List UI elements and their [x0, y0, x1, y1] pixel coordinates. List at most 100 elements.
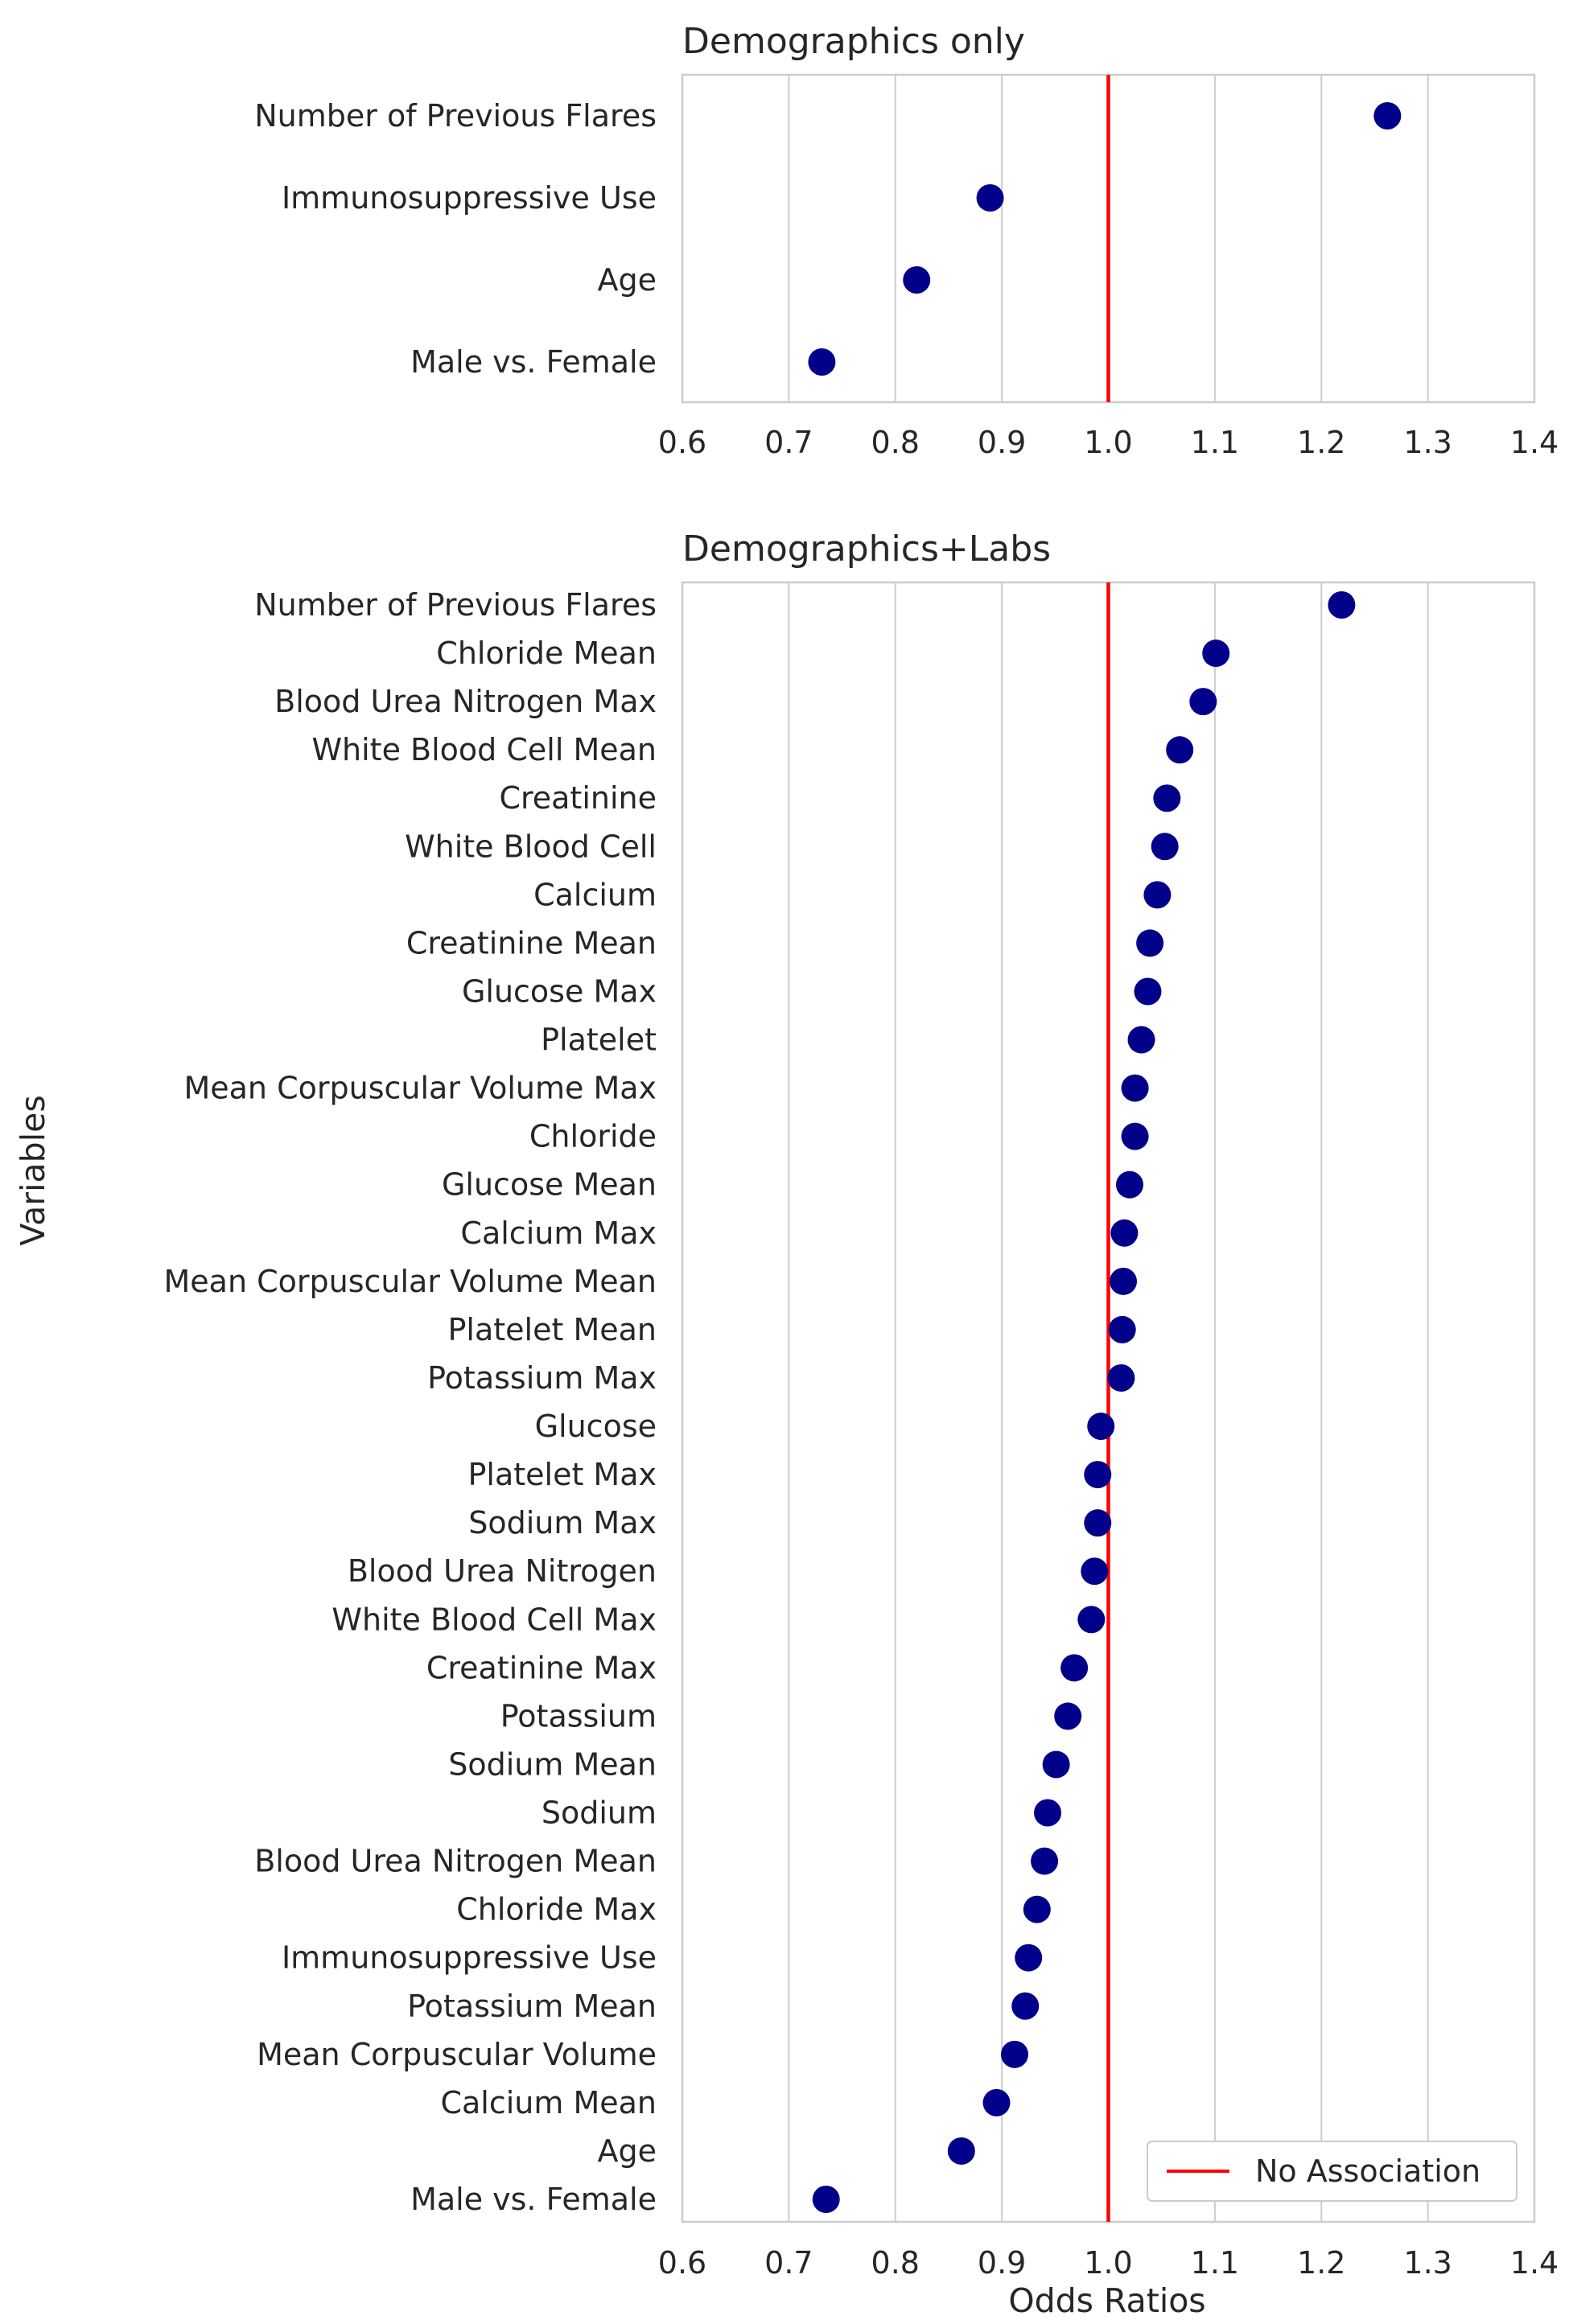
odds-ratio-point [1084, 1509, 1112, 1537]
category-label: Sodium [542, 1795, 657, 1831]
category-label: Potassium Max [427, 1360, 657, 1396]
odds-ratio-point [903, 266, 931, 294]
odds-ratio-point [1151, 833, 1179, 861]
odds-ratio-point [1060, 1654, 1089, 1682]
category-label: Mean Corpuscular Volume Max [183, 1071, 657, 1106]
odds-ratio-point [1107, 1364, 1135, 1392]
x-tick-label: 1.1 [1191, 425, 1239, 460]
category-label: Calcium [533, 877, 657, 912]
legend-label: No Association [1255, 2153, 1480, 2189]
category-label: Potassium Mean [407, 1989, 657, 2024]
odds-ratio-point [1202, 640, 1230, 668]
y-axis-label: Variables [14, 1095, 52, 1245]
legend: No Association [1147, 2141, 1518, 2202]
category-label: Blood Urea Nitrogen Max [274, 684, 657, 719]
panel-demographics-only: Number of Previous Flares Immunosuppressi… [254, 21, 1559, 460]
odds-ratio-point [1121, 1074, 1149, 1102]
odds-ratio-point [1189, 688, 1217, 716]
legend-box [1147, 2141, 1518, 2202]
category-label: Mean Corpuscular Volume Mean [164, 1264, 657, 1299]
category-labels: Number of Previous Flares Immunosuppressi… [254, 98, 657, 380]
category-label: Platelet Mean [448, 1312, 657, 1347]
category-label: Age [598, 262, 657, 298]
category-label: Male vs. Female [410, 344, 657, 380]
x-tick-label: 1.3 [1403, 425, 1452, 460]
category-label: Sodium Max [468, 1505, 657, 1540]
category-label: Calcium Max [460, 1215, 657, 1251]
x-tick-label: 1.4 [1510, 2245, 1559, 2281]
data-points [808, 102, 1402, 376]
odds-ratio-point [1001, 2040, 1029, 2068]
odds-ratio-point [1115, 1170, 1143, 1199]
category-label: Calcium Mean [440, 2085, 657, 2120]
category-label: Platelet Max [467, 1457, 657, 1492]
odds-ratio-point [1087, 1413, 1115, 1441]
category-label: Number of Previous Flares [254, 98, 657, 134]
x-tick-label: 0.6 [658, 425, 706, 460]
odds-ratio-point [1373, 102, 1402, 130]
odds-ratio-point [1023, 1895, 1051, 1923]
odds-ratio-point [1081, 1557, 1109, 1586]
odds-ratio-point [1042, 1750, 1070, 1779]
x-tick-label: 1.3 [1403, 2245, 1452, 2281]
odds-ratio-point [1031, 1847, 1059, 1875]
odds-ratio-point [1328, 591, 1356, 619]
odds-ratio-point [1077, 1606, 1106, 1634]
category-label: Creatinine [499, 780, 657, 816]
category-label: Chloride [529, 1119, 657, 1154]
odds-ratio-point [1034, 1799, 1062, 1827]
category-label: Creatinine Mean [406, 925, 657, 960]
odds-ratio-point [1108, 1315, 1136, 1343]
odds-ratio-point [1011, 1992, 1040, 2020]
category-labels: Number of Previous Flares Chloride Mean Bl… [164, 587, 657, 2217]
x-tick-label: 1.4 [1510, 425, 1559, 460]
x-tick-label: 1.2 [1297, 2245, 1345, 2281]
category-label: Potassium [500, 1698, 657, 1734]
x-tick-label: 0.7 [764, 425, 813, 460]
panel-demographics-labs: Number of Previous Flares Chloride Mean Bl… [164, 529, 1559, 2320]
x-tick-labels: 0.6 0.7 0.8 0.9 1.0 1.1 1.2 1.3 1.4 [658, 2245, 1559, 2281]
odds-ratio-point [1054, 1702, 1082, 1730]
category-label: White Blood Cell Mean [311, 732, 657, 767]
x-tick-label: 0.7 [764, 2245, 813, 2281]
odds-ratio-point [1136, 929, 1164, 957]
odds-ratio-point [947, 2137, 975, 2165]
category-label: Chloride Max [456, 1892, 657, 1927]
category-label: Number of Previous Flares [254, 587, 657, 623]
data-points [812, 591, 1356, 2213]
x-tick-label: 0.9 [978, 2245, 1026, 2281]
odds-ratio-point [812, 2186, 840, 2213]
x-tick-label: 1.0 [1084, 2245, 1132, 2281]
odds-ratio-point [976, 184, 1004, 212]
x-tick-label: 0.6 [658, 2245, 706, 2281]
odds-ratio-point [1121, 1122, 1149, 1150]
category-label: Glucose [535, 1409, 657, 1444]
panel-title: Demographics+Labs [682, 529, 1051, 570]
x-tick-label: 0.9 [978, 425, 1026, 460]
category-label: Blood Urea Nitrogen [348, 1553, 657, 1589]
category-label: Sodium Mean [448, 1746, 657, 1782]
odds-ratio-point [1015, 1944, 1043, 1972]
category-label: Platelet [541, 1022, 657, 1058]
x-tick-label: 1.1 [1191, 2245, 1239, 2281]
odds-ratio-point [1153, 784, 1181, 812]
odds-ratio-point [1127, 1026, 1155, 1054]
odds-ratio-point [1110, 1267, 1138, 1295]
x-tick-label: 1.2 [1297, 425, 1345, 460]
category-label: Glucose Mean [442, 1167, 657, 1203]
odds-ratio-point [1166, 736, 1194, 764]
x-axis-label: Odds Ratios [1008, 2281, 1205, 2320]
odds-ratio-point [1110, 1219, 1139, 1247]
category-label: Blood Urea Nitrogen Mean [254, 1844, 657, 1879]
category-label: Immunosuppressive Use [282, 180, 657, 216]
category-label: Creatinine Max [426, 1650, 657, 1685]
x-tick-label: 0.8 [871, 2245, 920, 2281]
odds-ratio-point [1143, 881, 1172, 909]
x-tick-labels: 0.6 0.7 0.8 0.9 1.0 1.1 1.2 1.3 1.4 [658, 425, 1559, 460]
category-label: Age [598, 2133, 657, 2169]
category-label: Immunosuppressive Use [282, 1940, 657, 1976]
category-label: White Blood Cell Max [332, 1602, 657, 1637]
panel-title: Demographics only [682, 21, 1025, 62]
